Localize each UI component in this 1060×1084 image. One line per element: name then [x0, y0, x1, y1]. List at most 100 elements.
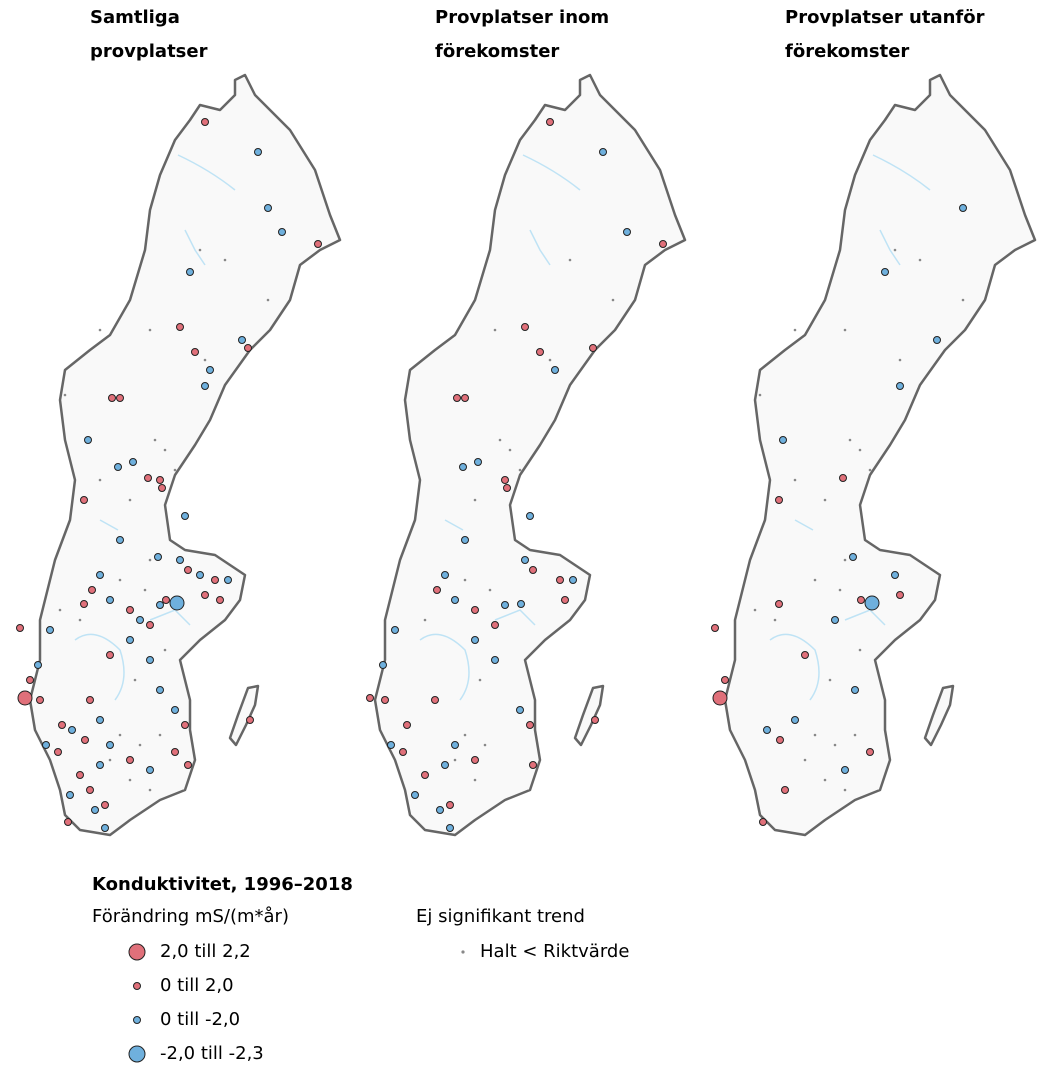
island-outline [228, 684, 260, 747]
sample-site [146, 621, 154, 629]
sample-site [126, 606, 134, 614]
sample-site [891, 571, 899, 579]
sample-site [26, 676, 34, 684]
sample-site [86, 786, 94, 794]
sample-site [599, 148, 607, 156]
sample-site [223, 258, 227, 262]
sample-site [839, 474, 847, 482]
legend-ns-title: Ej signifikant trend [416, 906, 585, 927]
legend-subtitle: Förändring mS/(m*år) [92, 906, 289, 927]
sample-site [521, 323, 529, 331]
lake [879, 229, 901, 266]
sample-site [128, 778, 132, 782]
sample-site [843, 788, 847, 792]
sample-site [498, 438, 502, 442]
sample-site [959, 204, 967, 212]
sample-site [483, 743, 487, 747]
lake [99, 519, 119, 531]
sample-site [529, 566, 537, 574]
sample-site [133, 678, 137, 682]
sample-site [17, 690, 33, 706]
sample-site [461, 394, 469, 402]
sample-site [143, 588, 147, 592]
sample-site [411, 791, 419, 799]
sample-site [158, 733, 162, 737]
sample-site [857, 596, 865, 604]
sample-site [446, 801, 454, 809]
sample-site [80, 600, 88, 608]
lake [177, 154, 236, 191]
sample-site [98, 328, 102, 332]
sample-site [546, 118, 554, 126]
sample-site [184, 761, 192, 769]
map-panel: Provplatser inom förekomster [366, 7, 687, 837]
sample-site [508, 448, 512, 452]
sample-site [191, 348, 199, 356]
sample-site [144, 474, 152, 482]
sample-site [171, 748, 179, 756]
island-outline [923, 684, 955, 747]
sample-site [933, 336, 941, 344]
sample-site [163, 648, 167, 652]
lake [769, 633, 820, 701]
sample-site [801, 651, 809, 659]
sample-site [181, 721, 189, 729]
sample-site [391, 626, 399, 634]
sample-site [148, 558, 152, 562]
sample-site [591, 716, 599, 724]
sample-site [589, 344, 597, 352]
sample-site [366, 694, 374, 702]
sample-site [91, 806, 99, 814]
legend-symbol [133, 1016, 141, 1024]
legend-item: 2,0 till 2,2 [160, 941, 251, 962]
sample-site [791, 716, 799, 724]
sample-site [896, 382, 904, 390]
sample-site [849, 553, 857, 561]
sample-site [551, 366, 559, 374]
sample-site [823, 778, 827, 782]
sample-site [848, 438, 852, 442]
sample-site [154, 553, 162, 561]
map-panel: Provplatser utanför förekomster [711, 7, 1037, 837]
sample-site [314, 240, 322, 248]
country-outline [373, 73, 687, 837]
sample-site [491, 621, 499, 629]
sample-site [16, 624, 24, 632]
sample-site [423, 618, 427, 622]
sample-site [379, 661, 387, 669]
sample-site [106, 651, 114, 659]
sample-site [568, 258, 572, 262]
panel-title: Provplatser utanför [785, 7, 985, 28]
sample-site [46, 626, 54, 634]
sample-site [441, 571, 449, 579]
legend-item: Halt < Riktvärde [480, 941, 629, 962]
sample-site [471, 756, 479, 764]
sample-site [823, 498, 827, 502]
sample-site [893, 248, 897, 252]
sample-site [611, 298, 615, 302]
lake [184, 229, 206, 266]
sample-site [471, 606, 479, 614]
sample-site [96, 761, 104, 769]
sample-site [198, 248, 202, 252]
sample-site [446, 824, 454, 832]
sample-site [42, 741, 50, 749]
legend-symbol [461, 950, 465, 954]
sample-site [153, 438, 157, 442]
sample-site [158, 484, 166, 492]
legend-symbol [128, 943, 146, 961]
sample-site [858, 448, 862, 452]
sample-site [58, 608, 62, 612]
sample-site [526, 512, 534, 520]
sample-site [548, 358, 552, 362]
sample-site [453, 758, 457, 762]
sample-site [156, 601, 164, 609]
sample-site [176, 556, 184, 564]
sample-site [128, 498, 132, 502]
sample-site [211, 576, 219, 584]
sample-site [116, 394, 124, 402]
sample-site [831, 616, 839, 624]
sample-site [773, 618, 777, 622]
panel-title: förekomster [785, 41, 909, 62]
sample-site [556, 576, 564, 584]
